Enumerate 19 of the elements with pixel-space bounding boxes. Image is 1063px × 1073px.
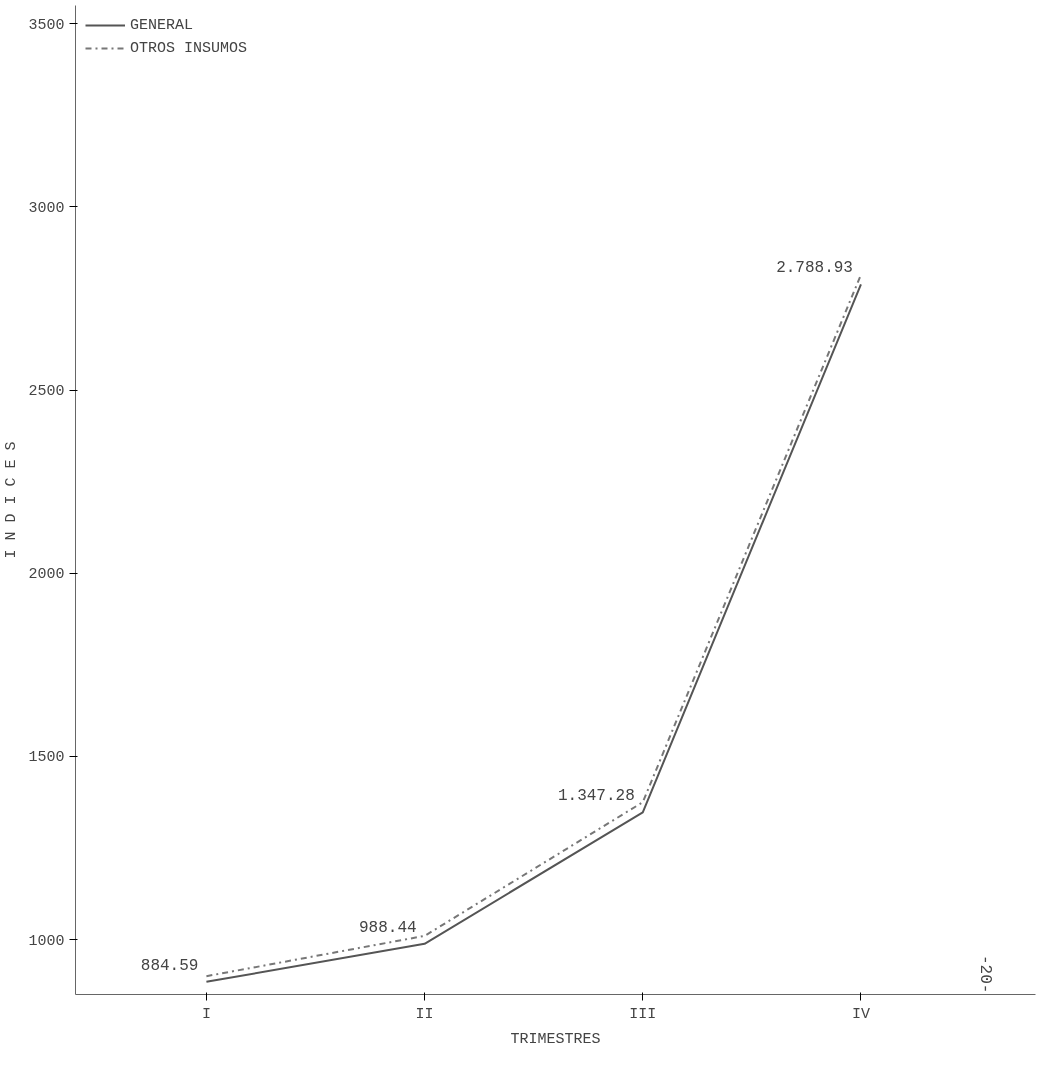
y-tick-label: 3500 [28,16,65,34]
legend-label: GENERAL [130,16,194,34]
x-tick-label: III [629,1005,657,1023]
y-tick-label: 2000 [28,566,65,584]
x-axis-title: TRIMESTRES [510,1030,601,1048]
y-tick-label: 3000 [28,199,65,217]
x-tick-label: II [415,1005,434,1023]
y-tick-label: 2500 [28,383,65,401]
annotation: -20- [975,954,994,994]
y-tick-label: 1500 [28,749,65,767]
x-tick-label: I [201,1005,211,1023]
data-label: 884.59 [140,956,199,975]
y-tick-label: 1000 [28,932,65,950]
data-label: 2.788.93 [776,259,853,278]
y-axis-title: I N D I C E S [3,441,21,559]
data-label: 988.44 [358,918,417,937]
legend-label: OTROS INSUMOS [130,39,248,57]
x-tick-label: IV [851,1005,870,1023]
data-label: 1.347.28 [557,787,635,806]
